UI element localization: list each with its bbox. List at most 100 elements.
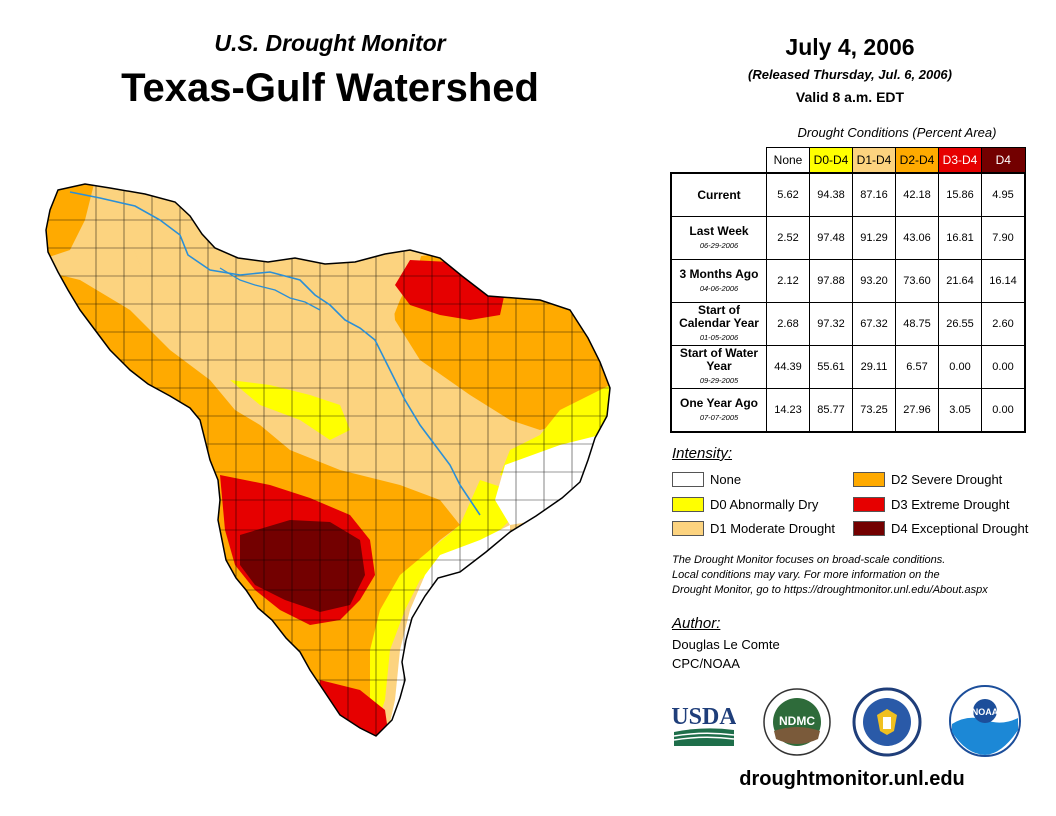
table-cell: 2.52 <box>766 216 810 260</box>
table-row-one-year-ago: One Year Ago 07-07-2005 14.23 85.77 73.25… <box>670 388 1026 433</box>
table-cell: 26.55 <box>938 302 982 346</box>
commerce-seal-logo <box>852 687 922 757</box>
table-cell: 73.25 <box>852 388 896 433</box>
table-cell: 73.60 <box>895 259 939 303</box>
intensity-legend-title: Intensity: <box>672 445 733 462</box>
noaa-logo-text: NOAA <box>972 707 999 717</box>
ndmc-logo: NDMC <box>763 688 831 756</box>
usda-logo-text: USDA <box>672 704 736 730</box>
table-cell: 87.16 <box>852 172 896 217</box>
table-cell: 42.18 <box>895 172 939 217</box>
table-row-start-of-calendar-year: Start of Calendar Year 01-05-2006 2.68 97… <box>670 302 1026 346</box>
table-cell: 85.77 <box>809 388 853 433</box>
row-date: 07-07-2005 <box>699 412 739 422</box>
valid-time: Valid 8 a.m. EDT <box>795 89 905 105</box>
table-cell: 5.62 <box>766 172 810 217</box>
table-cell: 0.00 <box>981 388 1026 433</box>
author-label: Author: <box>672 615 721 632</box>
map-date: July 4, 2006 <box>785 34 915 60</box>
map-title: Texas-Gulf Watershed <box>121 66 539 110</box>
author-organization: CPC/NOAA <box>672 656 740 671</box>
row-label: One Year Ago 07-07-2005 <box>670 388 767 433</box>
row-label: Last Week 06-29-2006 <box>670 216 767 260</box>
table-cell: 6.57 <box>895 345 939 389</box>
map-subtitle: U.S. Drought Monitor <box>214 30 446 56</box>
table-cell: 43.06 <box>895 216 939 260</box>
col-header-d2-d4: D2-D4 <box>895 147 939 174</box>
d4-exceptional-area <box>240 520 365 612</box>
table-cell: 48.75 <box>895 302 939 346</box>
table-cell: 16.14 <box>981 259 1026 303</box>
table-row-3-months-ago: 3 Months Ago 04-06-2006 2.12 97.88 93.20 … <box>670 259 1026 303</box>
legend-item-d1: D1 Moderate Drought <box>672 518 835 538</box>
table-cell: 91.29 <box>852 216 896 260</box>
table-cell: 21.64 <box>938 259 982 303</box>
table-cell: 4.95 <box>981 172 1026 217</box>
col-header-none: None <box>766 147 810 174</box>
legend-item-d0: D0 Abnormally Dry <box>672 494 818 514</box>
author-name: Douglas Le Comte <box>672 637 780 652</box>
table-cell: 97.48 <box>809 216 853 260</box>
noaa-logo: NOAA <box>949 685 1021 757</box>
row-label: Start of Calendar Year 01-05-2006 <box>670 302 767 346</box>
legend-label: None <box>710 471 742 487</box>
table-cell: 27.96 <box>895 388 939 433</box>
table-cell: 7.90 <box>981 216 1026 260</box>
table-cell: 97.88 <box>809 259 853 303</box>
drought-conditions-table: None D0-D4 D1-D4 D2-D4 D3-D4 D4 Current … <box>670 147 1026 433</box>
col-header-d4: D4 <box>981 147 1026 174</box>
table-cell: 0.00 <box>938 345 982 389</box>
legend-item-d2: D2 Severe Drought <box>853 469 1002 489</box>
ndmc-logo-text: NDMC <box>779 714 815 728</box>
table-header-row: None D0-D4 D1-D4 D2-D4 D3-D4 D4 <box>671 147 1026 174</box>
table-row-current: Current 5.62 94.38 87.16 42.18 15.86 4.9… <box>670 172 1026 217</box>
row-date: 09-29-2005 <box>699 376 739 385</box>
legend-label: D4 Exceptional Drought <box>891 520 1029 536</box>
table-cell: 2.12 <box>766 259 810 303</box>
table-cell: 0.00 <box>981 345 1026 389</box>
table-cell: 2.60 <box>981 302 1026 346</box>
table-cell: 2.68 <box>766 302 810 346</box>
note-line: The Drought Monitor focuses on broad-sca… <box>672 554 946 566</box>
table-cell: 93.20 <box>852 259 896 303</box>
note-line: Drought Monitor, go to https://droughtmo… <box>672 584 988 596</box>
legend-swatch <box>853 496 885 512</box>
note-line: Local conditions may vary. For more info… <box>672 569 940 581</box>
usda-logo: USDA <box>672 704 736 746</box>
row-label: Start of Water Year 09-29-2005 <box>670 345 767 389</box>
legend-swatch <box>672 520 704 536</box>
legend-item-d4: D4 Exceptional Drought <box>853 518 1028 538</box>
table-cell: 94.38 <box>809 172 853 217</box>
table-row-start-of-water-year: Start of Water Year 09-29-2005 44.39 55.6… <box>670 345 1026 389</box>
legend-swatch <box>672 496 704 512</box>
legend-swatch <box>853 520 885 536</box>
table-cell: 29.11 <box>852 345 896 389</box>
legend-item-none: None <box>672 469 741 489</box>
col-header-d3-d4: D3-D4 <box>938 147 982 174</box>
table-cell: 97.32 <box>809 302 853 346</box>
river-tributary <box>219 267 321 311</box>
release-date: (Released Thursday, Jul. 6, 2006) <box>748 67 952 82</box>
table-cell: 15.86 <box>938 172 982 217</box>
row-date: 04-06-2006 <box>699 283 739 293</box>
row-label: 3 Months Ago 04-06-2006 <box>670 259 767 303</box>
table-cell: 44.39 <box>766 345 810 389</box>
row-date: 01-05-2006 <box>699 333 739 342</box>
website-link[interactable]: droughtmonitor.unl.edu <box>739 768 965 790</box>
legend-label: D1 Moderate Drought <box>710 520 836 536</box>
table-cell: 3.05 <box>938 388 982 433</box>
legend-swatch <box>853 471 885 487</box>
d3-extreme-area-northeast <box>395 260 505 320</box>
row-date: 06-29-2006 <box>699 240 739 250</box>
drought-map <box>45 183 611 737</box>
table-cell: 55.61 <box>809 345 853 389</box>
disclaimer-note: The Drought Monitor focuses on broad-sca… <box>672 553 1047 598</box>
row-label: Current <box>670 172 767 217</box>
watershed-outline <box>45 183 611 737</box>
table-row-last-week: Last Week 06-29-2006 2.52 97.48 91.29 43.… <box>670 216 1026 260</box>
legend-label: D3 Extreme Drought <box>891 496 1010 512</box>
legend-label: D2 Severe Drought <box>891 471 1003 487</box>
table-cell: 67.32 <box>852 302 896 346</box>
river-brazos <box>69 191 481 516</box>
table-cell: 14.23 <box>766 388 810 433</box>
